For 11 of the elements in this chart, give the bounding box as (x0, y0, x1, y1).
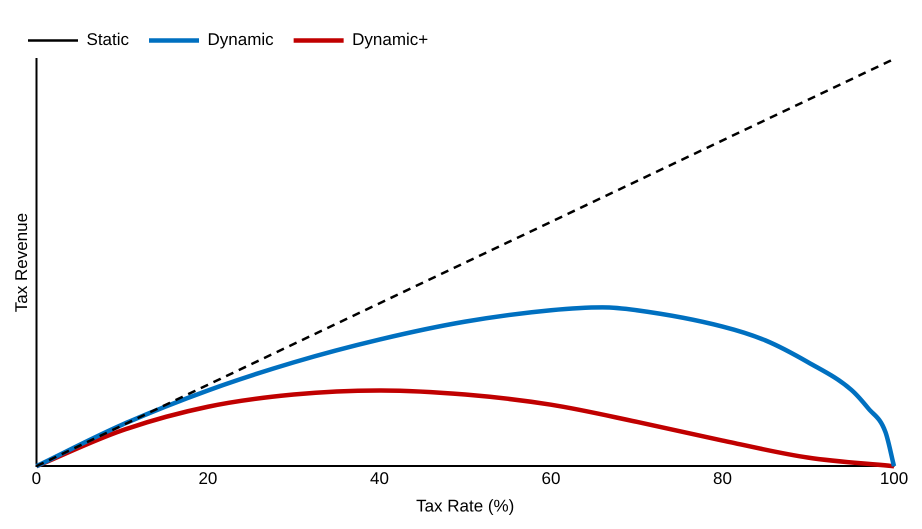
legend-label: Static (86, 30, 130, 50)
x-tick-label: 60 (542, 469, 560, 488)
legend-label: Dynamic (208, 30, 274, 50)
x-axis-title: Tax Rate (%) (416, 496, 514, 516)
x-tick-label: 20 (198, 469, 218, 488)
x-tick-label: 40 (370, 469, 389, 488)
x-tick-label: 0 (32, 469, 42, 488)
x-tick-label: 80 (713, 469, 732, 488)
y-axis-title: Tax Revenue (12, 212, 31, 312)
legend-label: Dynamic+ (352, 30, 428, 50)
x-tick-label: 100 (880, 469, 908, 488)
